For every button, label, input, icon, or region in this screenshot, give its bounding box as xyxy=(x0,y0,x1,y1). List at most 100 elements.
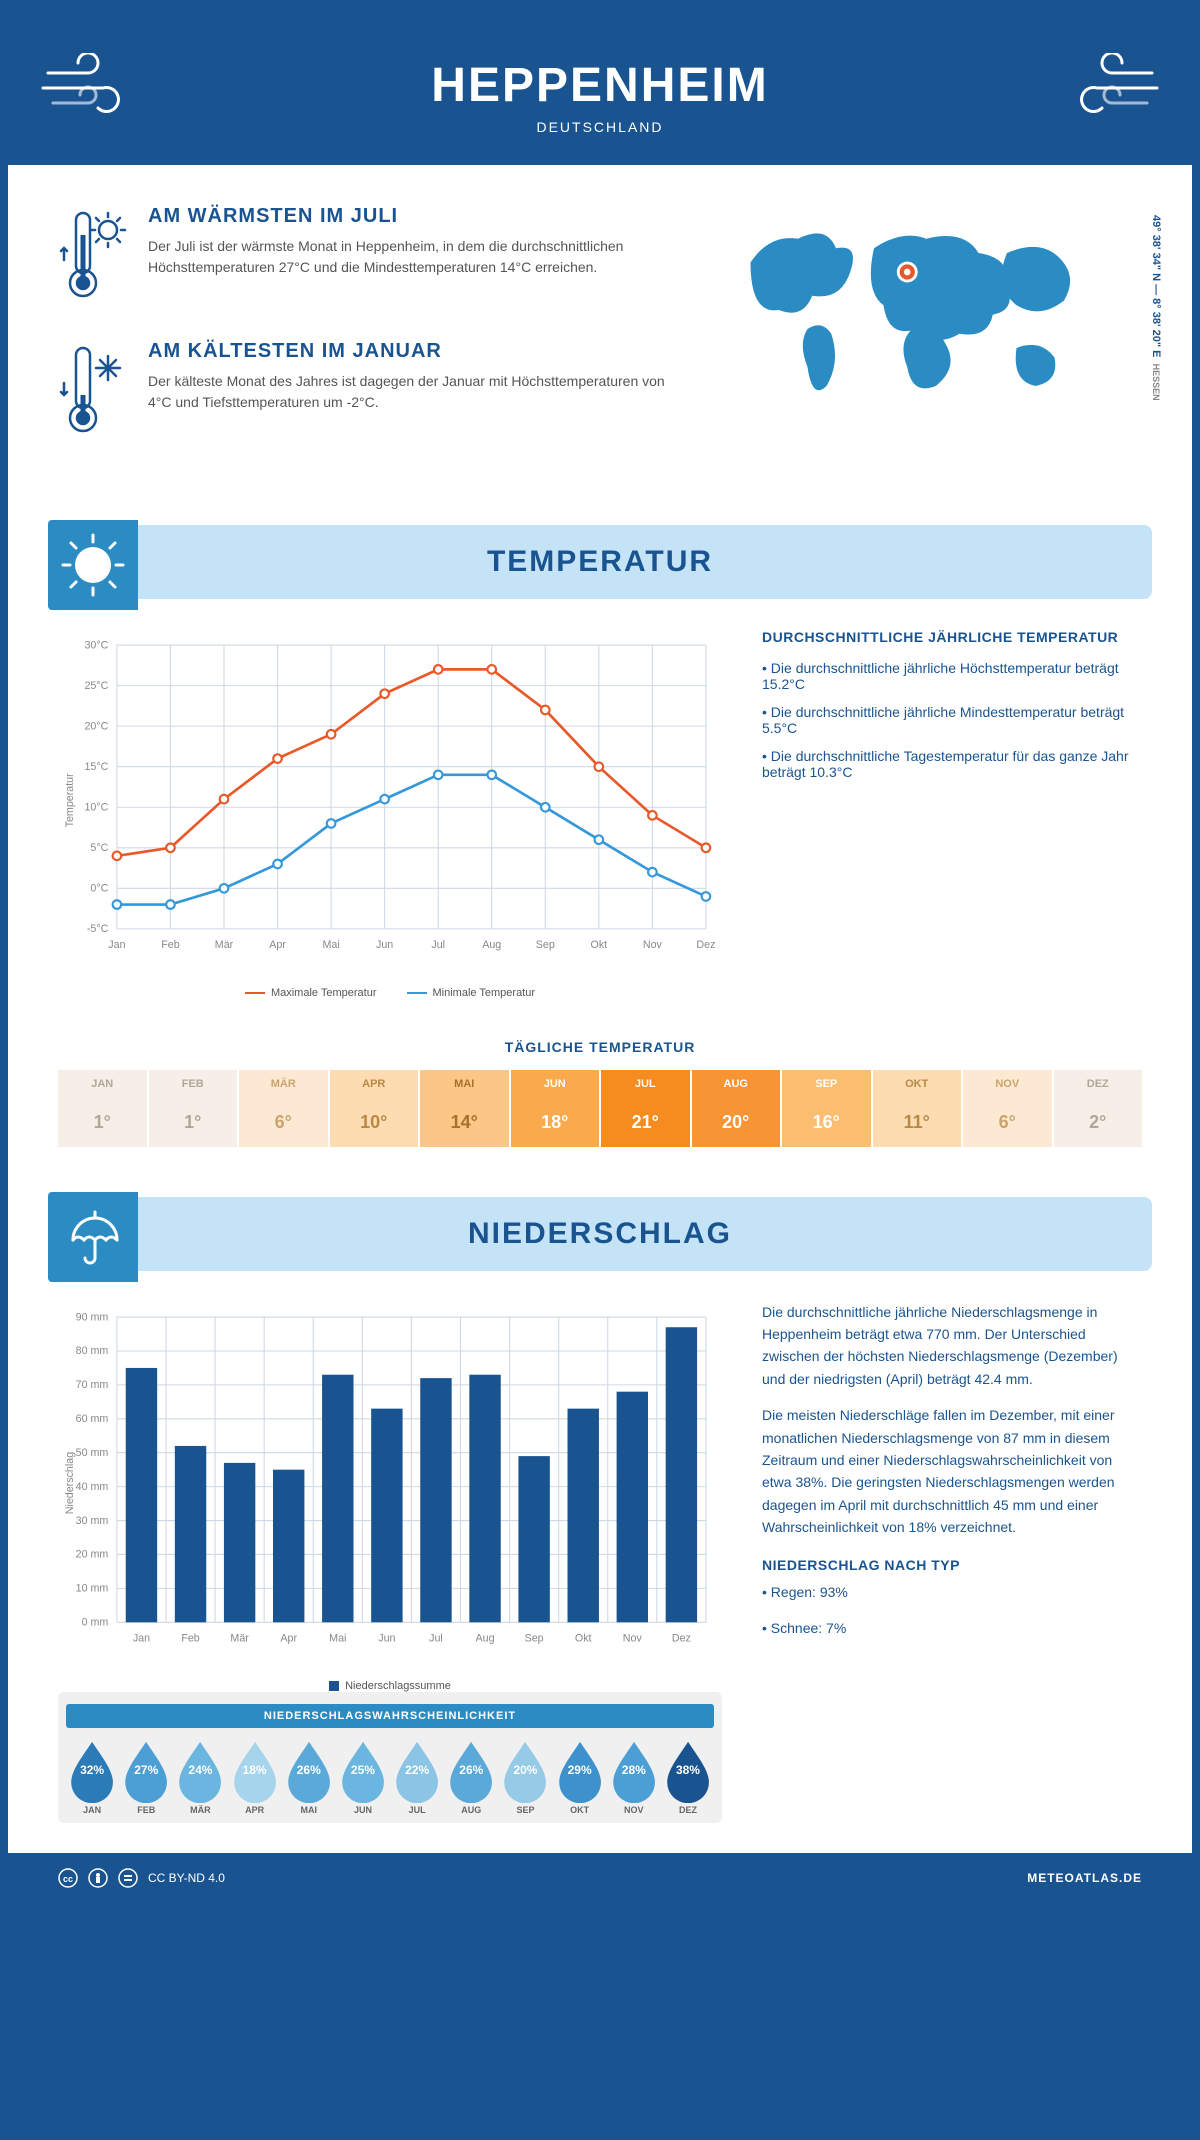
svg-text:Feb: Feb xyxy=(181,1632,199,1644)
prob-item: 29%OKT xyxy=(554,1738,606,1815)
wind-icon xyxy=(1052,53,1162,123)
legend-max: Maximale Temperatur xyxy=(271,987,377,999)
svg-text:40 mm: 40 mm xyxy=(76,1481,109,1493)
month-cell: JUN18° xyxy=(511,1070,600,1147)
svg-text:-5°C: -5°C xyxy=(87,923,109,935)
prob-item: 25%JUN xyxy=(337,1738,389,1815)
prob-item: 20%SEP xyxy=(499,1738,551,1815)
legend-precip: Niederschlagssumme xyxy=(345,1680,451,1692)
wind-icon xyxy=(38,53,148,123)
fact-warm-title: AM WÄRMSTEN IM JULI xyxy=(148,205,682,228)
fact-cold-title: AM KÄLTESTEN IM JANUAR xyxy=(148,340,682,363)
legend-min: Minimale Temperatur xyxy=(433,987,536,999)
svg-text:50 mm: 50 mm xyxy=(76,1447,109,1459)
month-cell: SEP16° xyxy=(782,1070,871,1147)
svg-text:15°C: 15°C xyxy=(84,761,108,773)
prob-item: 26%AUG xyxy=(445,1738,497,1815)
svg-text:20°C: 20°C xyxy=(84,720,108,732)
svg-text:5°C: 5°C xyxy=(90,842,108,854)
svg-text:60 mm: 60 mm xyxy=(76,1413,109,1425)
svg-text:Okt: Okt xyxy=(591,939,608,951)
svg-text:30°C: 30°C xyxy=(84,639,108,651)
temperature-summary: DURCHSCHNITTLICHE JÄHRLICHE TEMPERATUR •… xyxy=(762,629,1142,999)
prob-item: 26%MAI xyxy=(283,1738,335,1815)
month-cell: MÄR6° xyxy=(239,1070,328,1147)
svg-text:Jul: Jul xyxy=(429,1632,443,1644)
prob-title: NIEDERSCHLAGSWAHRSCHEINLICHKEIT xyxy=(66,1704,714,1728)
prob-item: 22%JUL xyxy=(391,1738,443,1815)
svg-text:Jun: Jun xyxy=(376,939,393,951)
nd-icon xyxy=(118,1868,138,1888)
svg-text:20 mm: 20 mm xyxy=(76,1548,109,1560)
svg-text:Jan: Jan xyxy=(133,1632,150,1644)
svg-text:10 mm: 10 mm xyxy=(76,1582,109,1594)
temperature-line-chart: -5°C0°C5°C10°C15°C20°C25°C30°CJanFebMärA… xyxy=(58,629,722,999)
footer: cc CC BY-ND 4.0 METEOATLAS.DE xyxy=(8,1853,1192,1903)
svg-text:Aug: Aug xyxy=(482,939,501,951)
license-label: CC BY-ND 4.0 xyxy=(148,1871,225,1885)
month-cell: FEB1° xyxy=(149,1070,238,1147)
month-cell: MAI14° xyxy=(420,1070,509,1147)
daily-temp-strip: JAN1°FEB1°MÄR6°APR10°MAI14°JUN18°JUL21°A… xyxy=(8,1070,1192,1177)
svg-text:Apr: Apr xyxy=(269,939,286,951)
intro-section: AM WÄRMSTEN IM JULI Der Juli ist der wär… xyxy=(8,165,1192,505)
fact-warm: AM WÄRMSTEN IM JULI Der Juli ist der wär… xyxy=(58,205,682,310)
temp-bullet: • Die durchschnittliche Tagestemperatur … xyxy=(762,748,1142,780)
month-cell: OKT11° xyxy=(873,1070,962,1147)
month-cell: AUG20° xyxy=(692,1070,781,1147)
svg-text:Feb: Feb xyxy=(161,939,179,951)
svg-text:Mai: Mai xyxy=(329,1632,346,1644)
svg-text:Mai: Mai xyxy=(322,939,339,951)
precip-type: • Regen: 93% xyxy=(762,1581,1142,1603)
svg-text:80 mm: 80 mm xyxy=(76,1345,109,1357)
city-title: HEPPENHEIM xyxy=(28,58,1172,113)
svg-text:Jan: Jan xyxy=(108,939,125,951)
svg-text:0 mm: 0 mm xyxy=(82,1616,109,1628)
svg-text:cc: cc xyxy=(63,1874,73,1884)
month-cell: JAN1° xyxy=(58,1070,147,1147)
precip-paragraph: Die meisten Niederschläge fallen im Deze… xyxy=(762,1404,1142,1538)
prob-item: 38%DEZ xyxy=(662,1738,714,1815)
thermometer-sun-icon xyxy=(58,205,128,310)
precipitation-summary: Die durchschnittliche jährliche Niedersc… xyxy=(762,1301,1142,1823)
svg-text:Nov: Nov xyxy=(623,1632,643,1644)
fact-warm-text: Der Juli ist der wärmste Monat in Heppen… xyxy=(148,236,682,278)
country-label: DEUTSCHLAND xyxy=(28,119,1172,135)
svg-text:Mär: Mär xyxy=(215,939,234,951)
precip-type-heading: NIEDERSCHLAG NACH TYP xyxy=(762,1557,1142,1573)
umbrella-icon xyxy=(48,1192,138,1282)
precip-paragraph: Die durchschnittliche jährliche Niedersc… xyxy=(762,1301,1142,1391)
header: HEPPENHEIM DEUTSCHLAND xyxy=(8,28,1192,165)
precip-type: • Schnee: 7% xyxy=(762,1617,1142,1639)
svg-text:70 mm: 70 mm xyxy=(76,1379,109,1391)
daily-temp-title: TÄGLICHE TEMPERATUR xyxy=(8,1039,1192,1055)
svg-text:Dez: Dez xyxy=(672,1632,691,1644)
svg-text:Okt: Okt xyxy=(575,1632,592,1644)
svg-text:Jun: Jun xyxy=(378,1632,395,1644)
thermometer-snow-icon xyxy=(58,340,128,445)
prob-item: 27%FEB xyxy=(120,1738,172,1815)
prob-item: 18%APR xyxy=(229,1738,281,1815)
svg-text:Mär: Mär xyxy=(230,1632,249,1644)
sun-icon xyxy=(48,520,138,610)
section-head-temperatur: TEMPERATUR xyxy=(48,525,1152,599)
cc-icon: cc xyxy=(58,1868,78,1888)
section-title-temperatur: TEMPERATUR xyxy=(68,545,1132,579)
world-map: 49° 38' 34" N — 8° 38' 20" E HESSEN xyxy=(722,205,1142,475)
section-head-niederschlag: NIEDERSCHLAG xyxy=(48,1197,1152,1271)
prob-item: 24%MÄR xyxy=(174,1738,226,1815)
month-cell: NOV6° xyxy=(963,1070,1052,1147)
section-title-niederschlag: NIEDERSCHLAG xyxy=(68,1217,1132,1251)
svg-text:30 mm: 30 mm xyxy=(76,1514,109,1526)
month-cell: JUL21° xyxy=(601,1070,690,1147)
svg-text:Temperatur: Temperatur xyxy=(64,773,76,827)
svg-text:Apr: Apr xyxy=(280,1632,297,1644)
temp-bullet: • Die durchschnittliche jährliche Höchst… xyxy=(762,660,1142,692)
svg-text:Sep: Sep xyxy=(525,1632,544,1644)
svg-text:25°C: 25°C xyxy=(84,680,108,692)
prob-item: 28%NOV xyxy=(608,1738,660,1815)
svg-text:Jul: Jul xyxy=(431,939,445,951)
precip-probability-box: NIEDERSCHLAGSWAHRSCHEINLICHKEIT 32%JAN27… xyxy=(58,1692,722,1823)
svg-text:Aug: Aug xyxy=(476,1632,495,1644)
svg-text:Sep: Sep xyxy=(536,939,555,951)
